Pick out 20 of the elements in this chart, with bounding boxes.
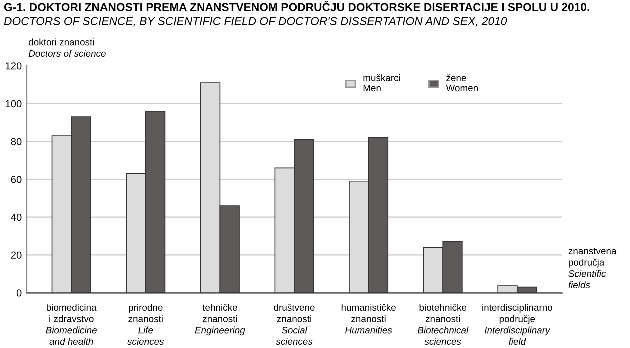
x-tick-label: društvene znanosti Social sciences (274, 304, 315, 346)
y-tick-label: 120 (6, 62, 22, 70)
x-tick-label: prirodne znanosti Life sciences (128, 304, 164, 346)
y-tick-label: 40 (11, 214, 22, 222)
y-tick-label: 100 (6, 100, 22, 108)
y-axis-title: doktori znanosti Doctors of science (28, 38, 106, 58)
y-tick-label: 20 (11, 252, 22, 259)
x-tick-label: interdisciplinarno područje Interdisciplinary field (482, 304, 552, 346)
legend-label: muškarci Men (364, 74, 400, 92)
chart-subtitle: DOCTORS OF SCIENCE, BY SCIENTIFIC FIELD OF DOCTOR'S DISSERTATION AND SEX, 2010 (4, 17, 508, 27)
x-tick-label: humanističke znanosti Humanities (342, 304, 396, 334)
chart-title: G-1. DOKTORI ZNANOSTI PREMA ZNANSTVENOM PODRUČJU DOKTORSKE DISERTACIJE I SPOLU U 2010. (4, 1, 590, 12)
x-tick-label: biomedicina i zdravstvo Biomedicine and health (46, 304, 97, 346)
legend-label: žene Women (446, 74, 478, 92)
y-tick-label: 60 (11, 176, 22, 184)
x-tick-label: tehničke znanosti Engineering (195, 304, 246, 336)
y-tick-label: 80 (11, 138, 22, 146)
y-tick-label: 0 (16, 290, 22, 297)
x-axis-title: znanstvena područja Scientific fields (568, 248, 617, 289)
x-tick-label: biotehničke znanosti Biotechnical sciences (418, 304, 469, 346)
